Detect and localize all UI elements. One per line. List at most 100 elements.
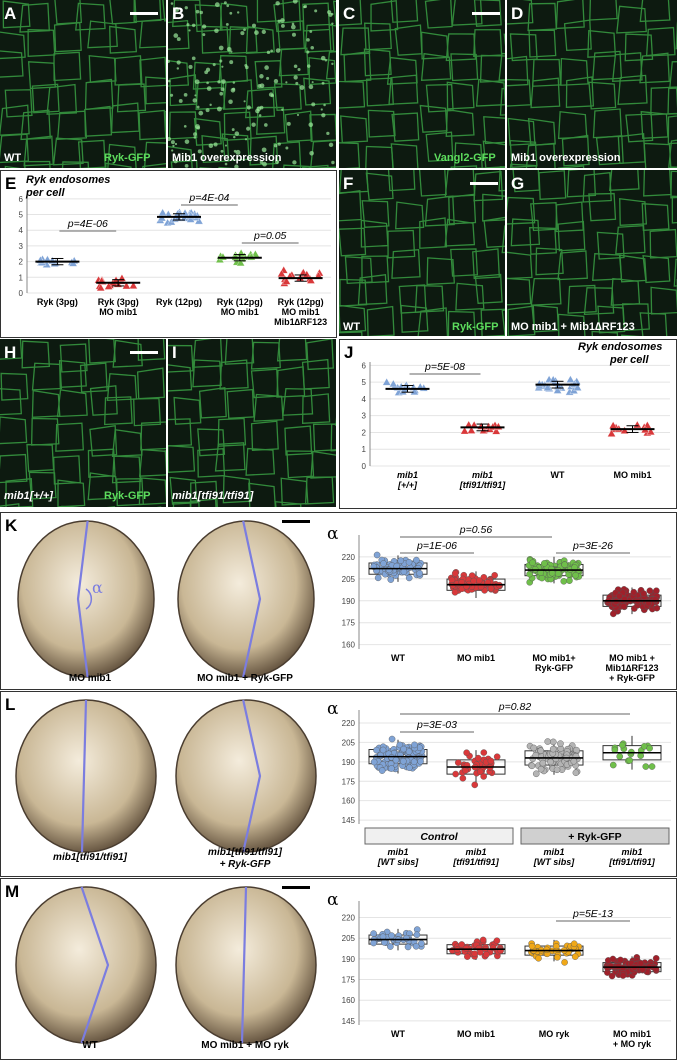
endosome-punctum (308, 122, 314, 128)
endosome-punctum (255, 108, 260, 114)
endosome-punctum (262, 161, 267, 167)
data-point (400, 745, 407, 753)
data-point (617, 956, 624, 964)
endosome-punctum (303, 5, 306, 9)
endosome-punctum (234, 164, 239, 168)
panel-letter-d: D (511, 4, 524, 23)
data-point (566, 577, 573, 584)
y-tick-label: 160 (342, 641, 356, 650)
endosome-punctum (261, 147, 267, 153)
label-mo-mib1-rescue: MO mib1 + Mib1∆RF123 (511, 321, 635, 333)
data-point (387, 943, 394, 950)
data-point (530, 744, 538, 752)
micrograph-d (507, 0, 677, 168)
endosome-punctum (290, 24, 296, 30)
data-point (378, 767, 386, 774)
data-point (464, 953, 471, 960)
x-tick-label: mib1 (397, 470, 418, 480)
data-point (129, 281, 138, 289)
data-point (570, 757, 578, 765)
data-point (476, 948, 484, 956)
endosome-punctum (243, 100, 246, 103)
embryo (175, 699, 317, 853)
data-point (373, 746, 380, 754)
x-tick-label: MO mib1 (613, 470, 651, 480)
x-tick-label: [WT sibs] (533, 857, 575, 867)
x-tick-label: mib1 (387, 847, 408, 857)
endosome-punctum (170, 93, 174, 97)
data-point (547, 758, 554, 766)
data-point (400, 568, 408, 575)
endosome-punctum (292, 0, 298, 4)
endosome-punctum (188, 64, 193, 69)
data-point (646, 744, 653, 752)
endosome-punctum (212, 63, 216, 67)
data-point (493, 937, 501, 945)
endosome-punctum (197, 149, 202, 154)
data-point (410, 387, 419, 396)
cell-membranes (507, 170, 677, 336)
embryo-label: mib1[tfi91/tfi91] (208, 847, 282, 858)
data-point (571, 953, 579, 960)
y-tick-label: 220 (342, 719, 356, 728)
endosome-punctum (231, 128, 235, 131)
endosome-punctum (171, 149, 174, 152)
embryo-label: MO mib1 + Ryk-GFP (197, 673, 293, 684)
cell-membranes (339, 0, 505, 168)
endosome-punctum (296, 113, 300, 117)
cell-membranes (339, 170, 505, 336)
endosome-punctum (230, 50, 233, 53)
endosome-punctum (285, 81, 288, 84)
x-tick-label: mib1 (621, 847, 642, 857)
y-tick-label: 205 (342, 738, 356, 747)
x-tick-label: Mib1∆RF123 (274, 317, 327, 327)
endosome-punctum (194, 94, 197, 97)
x-tick-label: [WT sibs] (377, 857, 419, 867)
embryo (17, 520, 155, 678)
data-point (637, 959, 645, 967)
panel-letter-j: J (344, 343, 354, 362)
y-tick-label: 145 (342, 1017, 356, 1026)
endosome-punctum (326, 131, 330, 136)
data-point (561, 959, 568, 966)
axis-line (76, 520, 89, 678)
endosome-punctum (286, 121, 291, 126)
endosome-punctum (264, 123, 268, 127)
endosome-punctum (168, 59, 170, 64)
panel-j-chart: 0 1 2 3 4 5 6 mib1 [+/+] mib1 [tfi91/tfi91] WT MO mi… (339, 339, 677, 509)
endosome-punctum (254, 30, 259, 35)
data-point (411, 741, 418, 749)
x-tick-label: MO mib1 (221, 307, 259, 317)
data-point (607, 962, 615, 970)
y-tick-label: 3 (362, 412, 367, 421)
endosome-punctum (331, 160, 335, 165)
embryo-label: mib1[tfi91/tfi91] (53, 852, 127, 863)
endosome-punctum (176, 60, 181, 65)
endosome-punctum (195, 9, 200, 14)
scale-bar (130, 12, 158, 15)
data-point (406, 764, 413, 771)
endosome-punctum (170, 2, 174, 5)
endosome-punctum (277, 19, 281, 23)
cell-membranes (507, 0, 677, 168)
p-value: p=4E-06 (67, 218, 108, 230)
endosome-punctum (232, 81, 236, 84)
endosome-punctum (217, 80, 221, 84)
axis-line (240, 886, 248, 1044)
axis-line (80, 699, 88, 853)
endosome-punctum (224, 162, 228, 166)
data-point (491, 572, 498, 579)
y-tick-label: 190 (342, 758, 356, 767)
data-point (385, 566, 393, 574)
endosome-punctum (243, 28, 246, 32)
x-tick-label: MO mib1 (282, 307, 320, 317)
data-point (480, 749, 488, 756)
data-point (96, 283, 105, 292)
label-ryk-gfp: Ryk-GFP (452, 321, 499, 333)
data-point (416, 569, 423, 577)
endosome-punctum (246, 105, 251, 110)
data-point (626, 757, 634, 764)
group-label-control: Control (420, 831, 458, 843)
data-point (483, 951, 490, 958)
data-point (397, 557, 405, 564)
